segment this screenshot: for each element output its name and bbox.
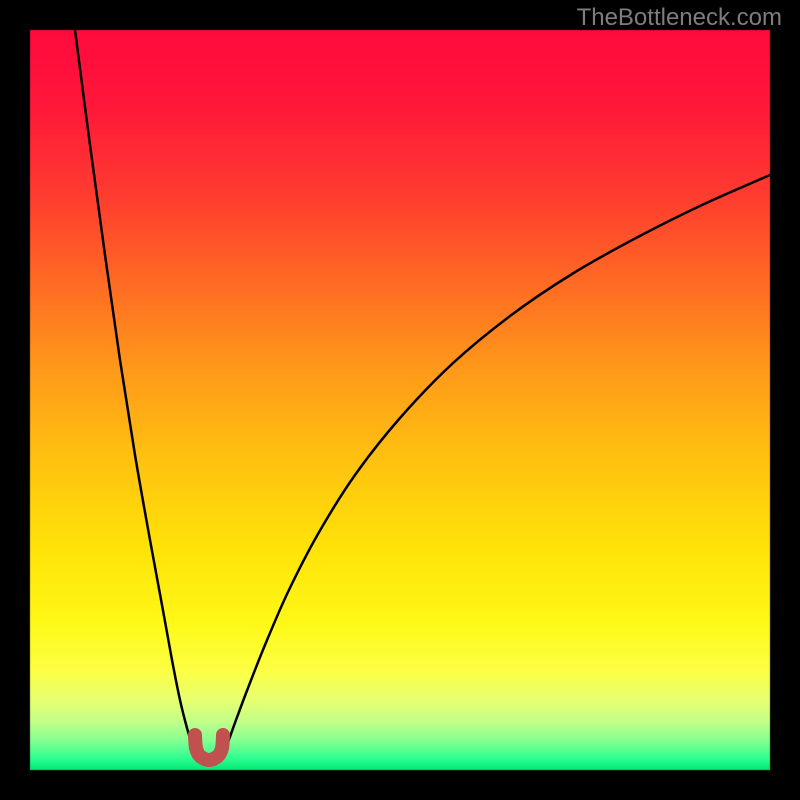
watermark-text: TheBottleneck.com [577, 4, 782, 32]
u-marker-icon [195, 735, 223, 760]
optimal-point-marker [0, 0, 800, 800]
chart-stage: TheBottleneck.com [0, 0, 800, 800]
